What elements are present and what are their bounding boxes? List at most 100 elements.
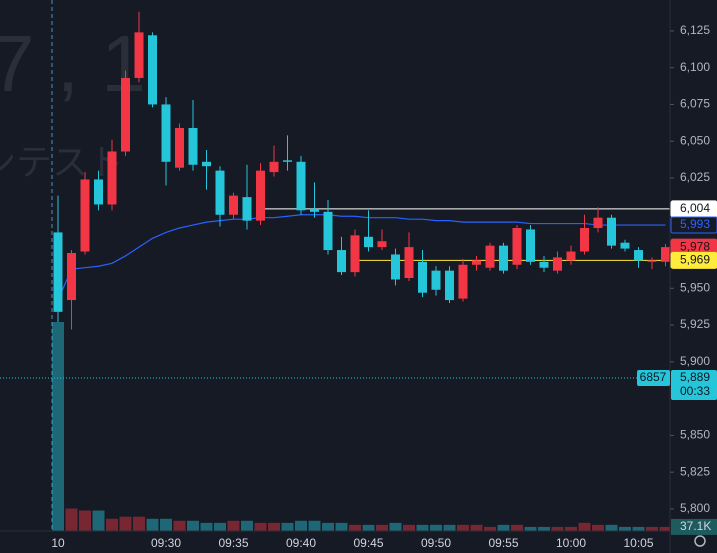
volume-bar — [524, 526, 537, 531]
candle-body — [661, 247, 670, 262]
volume-bar — [254, 522, 267, 531]
countdown: 00:33 — [680, 384, 710, 398]
candle-body — [364, 236, 373, 248]
price-label: 5,978 — [680, 239, 710, 253]
volume-bar — [241, 520, 253, 531]
candle-body — [512, 227, 522, 265]
volume-bar — [659, 526, 672, 531]
y-tick-label: 5,925 — [680, 317, 710, 331]
y-tick-label: 5,950 — [680, 280, 710, 294]
candle-body — [418, 261, 427, 293]
settings-icon[interactable] — [694, 535, 706, 547]
y-tick-label: 5,900 — [680, 354, 710, 368]
volume-bar — [605, 524, 618, 531]
tag-label: 6857 — [640, 370, 667, 384]
y-tick-label: 5,800 — [680, 501, 710, 515]
candle-body — [188, 127, 198, 165]
y-tick-label: 5,850 — [680, 428, 710, 442]
volume-bar — [362, 524, 375, 531]
candle-body — [161, 104, 171, 162]
candle-body — [539, 261, 549, 268]
watermark: ンテスト — [0, 142, 124, 183]
volume-bar — [281, 522, 294, 531]
volume-bar — [133, 516, 145, 531]
price-label: 5,969 — [680, 253, 710, 267]
candle-body — [337, 250, 346, 273]
candle-body — [499, 245, 508, 271]
candle-body — [404, 247, 414, 279]
tag-box — [637, 370, 670, 387]
x-tick-label: 09:55 — [488, 536, 518, 550]
volume-bar — [227, 520, 240, 531]
x-tick-label: 10:00 — [556, 536, 586, 550]
volume-bar — [497, 524, 510, 531]
candle-body — [175, 127, 184, 168]
volume-bar — [322, 522, 334, 531]
volume-bar — [295, 520, 307, 531]
candle-body — [283, 160, 292, 162]
price-label-box — [671, 370, 717, 401]
candle-body — [107, 151, 117, 205]
candle-body — [67, 252, 76, 301]
y-tick-label: 6,050 — [680, 133, 710, 147]
volume-bar — [146, 518, 159, 531]
volume-bar — [79, 510, 91, 531]
volume-label: 37.1K — [680, 519, 711, 533]
volume-bar — [187, 520, 199, 531]
candle-body — [458, 264, 468, 299]
x-tick-label: 09:45 — [353, 536, 383, 550]
price-axis — [670, 0, 717, 553]
volume-bar — [484, 526, 496, 531]
moving-average — [57, 214, 666, 301]
volume-bar — [632, 526, 645, 531]
volume-bar — [403, 524, 415, 531]
y-tick-label: 6,100 — [680, 60, 710, 74]
y-tick-label: 6,075 — [680, 97, 710, 111]
candle-body — [350, 235, 360, 273]
volume-bar — [335, 522, 348, 531]
candle-body — [593, 217, 603, 228]
volume-bar — [119, 516, 132, 531]
volume-bar — [565, 526, 577, 531]
volume-bar — [578, 522, 591, 531]
candle-body — [148, 35, 157, 105]
volume-bar — [308, 520, 321, 531]
volume-bar — [470, 524, 483, 531]
candle-body — [526, 229, 535, 262]
volume-bar — [65, 508, 78, 531]
candle-body — [580, 227, 589, 252]
volume-bar — [511, 524, 523, 531]
price-label-box — [670, 216, 717, 234]
volume-bar — [592, 524, 604, 531]
candle-body — [121, 77, 130, 152]
volume-label-box — [671, 518, 717, 535]
candle-body — [620, 242, 630, 249]
candle-body — [566, 251, 576, 261]
candle-body — [323, 211, 333, 251]
volume-bar — [200, 522, 213, 531]
volume-bar — [173, 520, 186, 531]
volume-bar — [619, 526, 631, 531]
candle-body — [80, 179, 90, 252]
candle-body — [256, 170, 265, 221]
x-tick-label: 09:40 — [286, 536, 316, 550]
candle-body — [391, 254, 400, 280]
price-label: 5,993 — [680, 217, 710, 231]
volume-bar — [457, 524, 469, 531]
price-label: 5,889 — [680, 370, 710, 384]
volume-bar — [443, 524, 456, 531]
volume-bar — [268, 522, 280, 531]
y-tick-label: 6,125 — [680, 23, 710, 37]
candle-body — [445, 270, 454, 301]
volume-bar — [160, 518, 172, 531]
candle-body — [269, 161, 279, 173]
candle-body — [553, 257, 562, 271]
candle-body — [296, 161, 306, 211]
volume-bar — [538, 526, 550, 531]
price-label-box — [670, 251, 717, 269]
candle-body — [202, 161, 211, 167]
candle-body — [377, 241, 387, 248]
candle-body — [215, 170, 225, 215]
